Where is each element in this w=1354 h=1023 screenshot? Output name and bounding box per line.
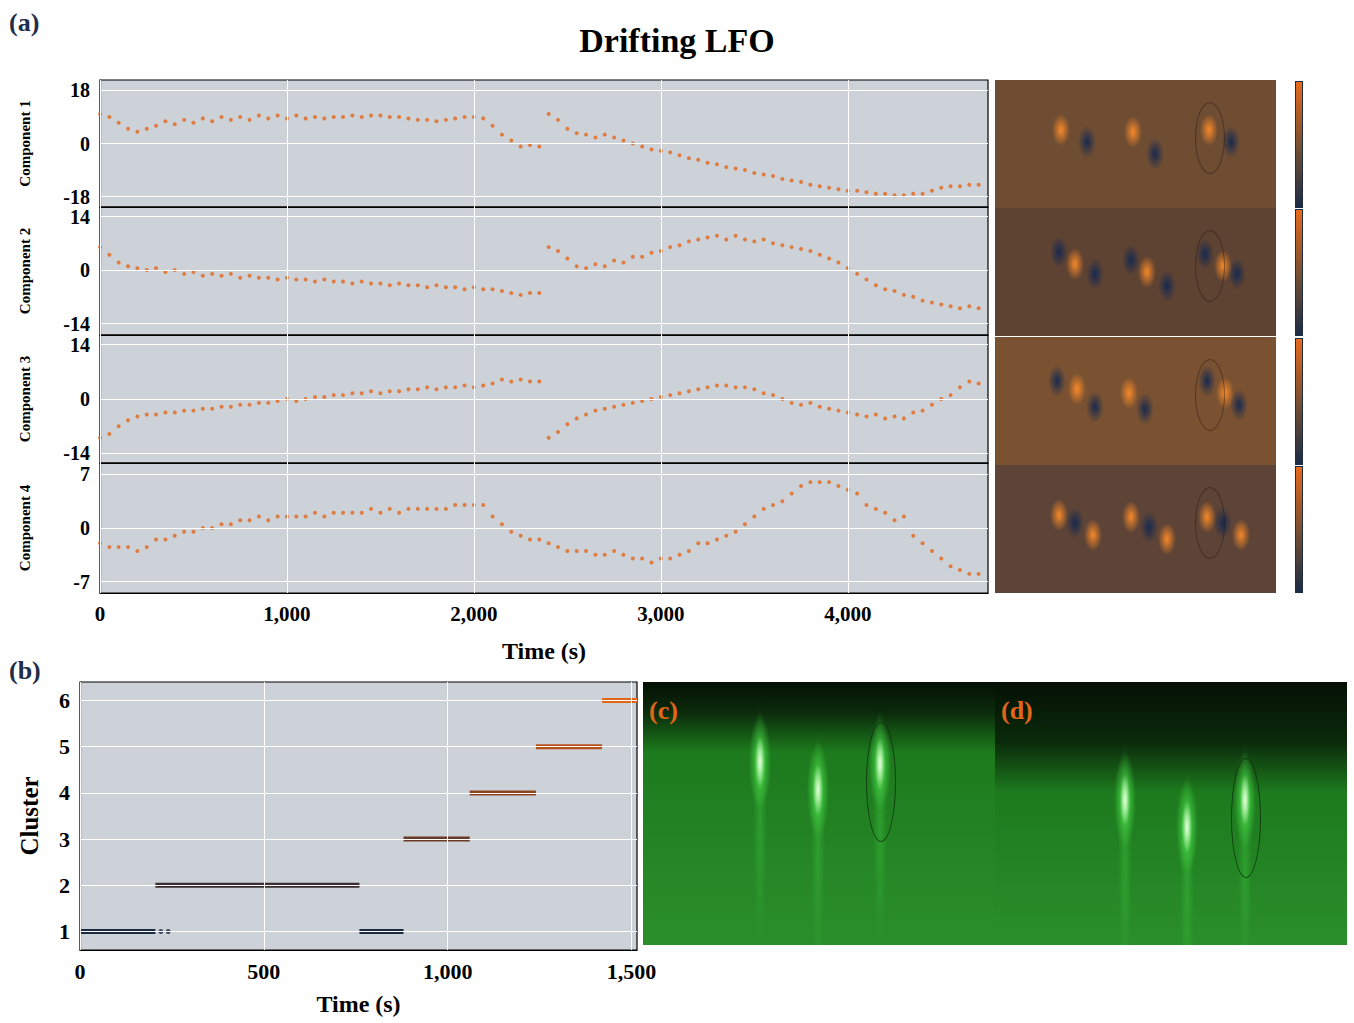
svg-text:(a): (a) — [9, 8, 39, 37]
svg-text:0: 0 — [75, 959, 86, 984]
svg-text:Cluster: Cluster — [16, 776, 43, 855]
svg-text:1,500: 1,500 — [607, 959, 657, 984]
svg-text:2: 2 — [59, 873, 70, 898]
svg-text:4,000: 4,000 — [824, 602, 871, 626]
svg-text:3: 3 — [59, 827, 70, 852]
svg-text:1,000: 1,000 — [423, 959, 473, 984]
svg-text:0: 0 — [80, 133, 90, 155]
svg-text:Time (s): Time (s) — [316, 991, 400, 1017]
svg-text:0: 0 — [80, 388, 90, 410]
svg-text:1,000: 1,000 — [263, 602, 310, 626]
svg-text:0: 0 — [95, 602, 106, 626]
svg-text:2,000: 2,000 — [450, 602, 497, 626]
svg-text:Component 3: Component 3 — [17, 356, 33, 442]
svg-text:Component 4: Component 4 — [17, 484, 33, 571]
svg-text:Component 1: Component 1 — [17, 100, 33, 186]
svg-text:Time (s): Time (s) — [502, 638, 586, 664]
svg-text:-7: -7 — [73, 571, 90, 593]
svg-text:1: 1 — [59, 919, 70, 944]
svg-text:-14: -14 — [63, 442, 90, 464]
svg-text:Drifting LFO: Drifting LFO — [579, 22, 774, 59]
svg-text:3,000: 3,000 — [637, 602, 684, 626]
svg-text:500: 500 — [247, 959, 280, 984]
html-text:(d): (d) — [1001, 696, 1033, 725]
svg-text:4: 4 — [59, 780, 70, 805]
svg-text:6: 6 — [59, 688, 70, 713]
svg-text:14: 14 — [70, 334, 90, 356]
svg-text:0: 0 — [80, 259, 90, 281]
svg-text:14: 14 — [70, 206, 90, 228]
svg-text:0: 0 — [80, 517, 90, 539]
html-text:(c): (c) — [649, 696, 678, 725]
svg-text:-18: -18 — [63, 186, 90, 208]
svg-text:-14: -14 — [63, 313, 90, 335]
svg-text:5: 5 — [59, 734, 70, 759]
svg-text:Component 2: Component 2 — [17, 228, 33, 314]
svg-text:18: 18 — [70, 79, 90, 101]
svg-text:(b): (b) — [9, 656, 41, 685]
svg-text:7: 7 — [80, 463, 90, 485]
